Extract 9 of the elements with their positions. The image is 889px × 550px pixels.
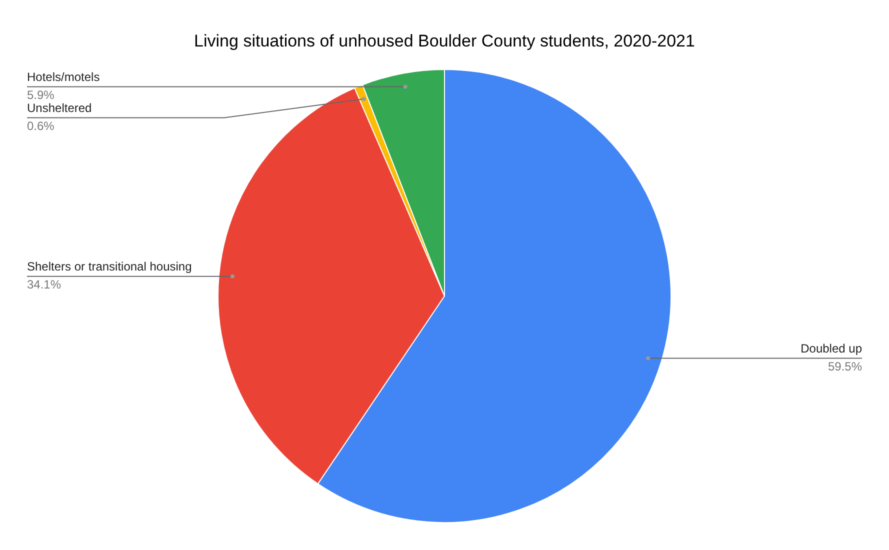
slice-label: Doubled up (800, 342, 862, 356)
data-label: 0.6% (27, 119, 55, 134)
slice-label: Unsheltered (27, 101, 92, 116)
chart-title: Living situations of unhoused Boulder County students, 2020-2021 (194, 32, 695, 51)
data-label: 34.1% (27, 278, 62, 292)
data-label: 59.5% (828, 360, 862, 374)
slice-label: Shelters or transitional housing (27, 260, 192, 274)
slice-label: Hotels/motels (27, 70, 100, 84)
data-label: 5.9% (27, 88, 55, 102)
